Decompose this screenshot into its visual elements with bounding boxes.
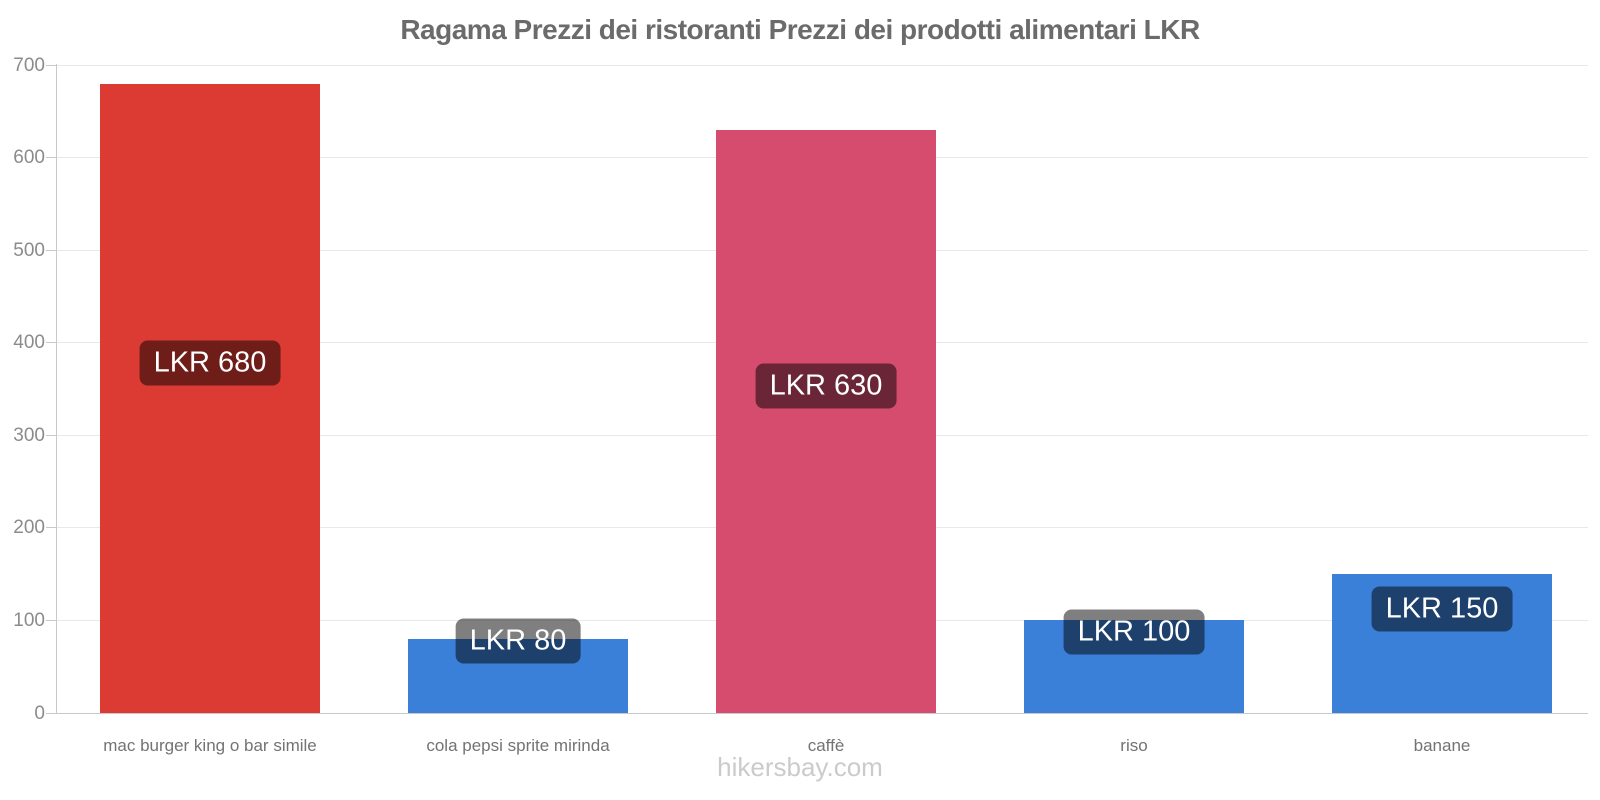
y-tick-label: 100 bbox=[13, 609, 45, 631]
x-axis-baseline bbox=[56, 712, 1588, 714]
y-tick-mark bbox=[46, 527, 56, 529]
chart-title: Ragama Prezzi dei ristoranti Prezzi dei … bbox=[400, 14, 1200, 45]
value-badge: LKR 80 bbox=[455, 618, 581, 664]
y-axis-line bbox=[56, 64, 57, 713]
category-label: mac burger king o bar simile bbox=[103, 736, 317, 755]
y-tick-label: 300 bbox=[13, 424, 45, 446]
y-tick-mark bbox=[46, 712, 56, 714]
category-label: riso bbox=[1120, 736, 1148, 755]
y-tick-mark bbox=[46, 342, 56, 344]
y-tick-mark bbox=[46, 619, 56, 621]
y-tick-label: 200 bbox=[13, 517, 45, 539]
y-tick-label: 600 bbox=[13, 147, 45, 169]
bar-caffè[interactable] bbox=[716, 129, 936, 713]
y-tick-label: 700 bbox=[13, 54, 45, 76]
y-tick-mark bbox=[46, 434, 56, 436]
category-label: caffè bbox=[807, 736, 845, 755]
y-tick-label: 500 bbox=[13, 239, 45, 261]
y-tick-mark bbox=[46, 249, 56, 251]
y-tick-label: 0 bbox=[34, 702, 45, 724]
y-tick-label: 400 bbox=[13, 332, 45, 354]
value-badge: LKR 680 bbox=[139, 340, 281, 386]
value-badge: LKR 630 bbox=[755, 363, 897, 409]
bar-mac-burger-king-o-bar-simile[interactable] bbox=[100, 83, 320, 713]
y-gridline bbox=[56, 64, 1588, 66]
value-badge: LKR 150 bbox=[1371, 586, 1513, 632]
category-label: banane bbox=[1413, 736, 1471, 755]
y-tick-mark bbox=[46, 64, 56, 66]
category-label: cola pepsi sprite mirinda bbox=[426, 736, 610, 755]
value-badge: LKR 100 bbox=[1063, 609, 1205, 655]
y-tick-mark bbox=[46, 157, 56, 159]
footer-watermark: hikersbay.com bbox=[717, 752, 883, 782]
